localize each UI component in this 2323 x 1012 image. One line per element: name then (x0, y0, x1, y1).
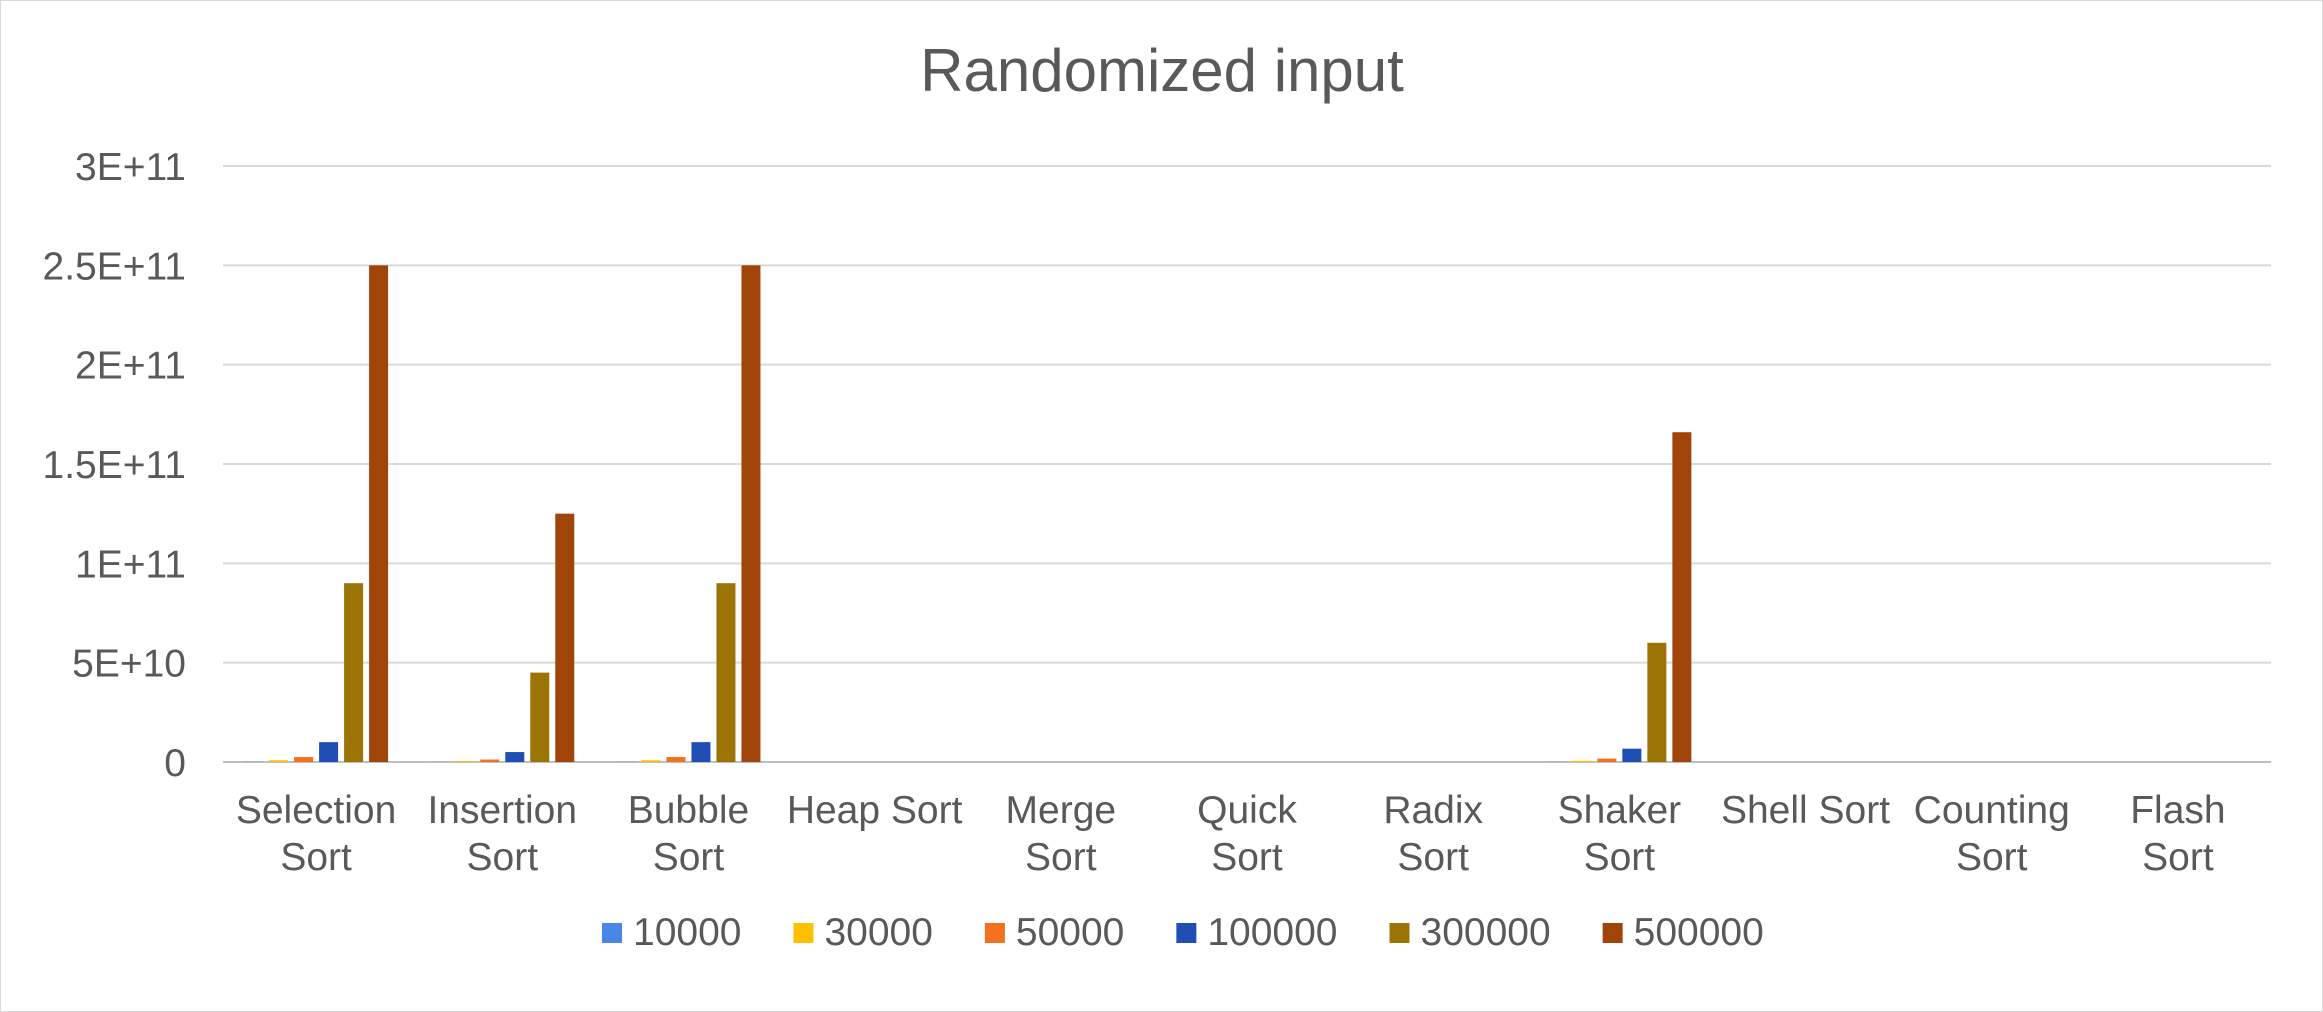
gridlines (223, 165, 2271, 763)
bar-50000-0 (294, 757, 314, 762)
y-tick-label: 1.5E+11 (43, 444, 187, 487)
bar-300000-0 (344, 583, 364, 762)
legend-label: 300000 (1421, 911, 1551, 954)
x-category-label: Heap Sort (787, 789, 963, 832)
legend-label: 50000 (1016, 911, 1124, 954)
x-category-label: Quick (1197, 789, 1297, 832)
x-category-label: Insertion (427, 789, 577, 832)
legend-swatch (1389, 923, 1410, 943)
legend-swatch (1176, 923, 1197, 943)
y-tick-label: 5E+10 (72, 643, 186, 686)
x-category-label: Shaker (1558, 789, 1682, 832)
legend-label: 10000 (633, 911, 741, 954)
x-category-label: Bubble (628, 789, 749, 832)
x-category-label: Sort (1211, 836, 1283, 879)
bar-50000-1 (480, 759, 500, 762)
x-axis-category-labels: SelectionSortInsertionSortBubbleSortHeap… (236, 789, 2226, 879)
bar-30000-0 (269, 760, 289, 762)
y-axis-tick-labels: 0 5E+10 1E+11 1.5E+11 2E+11 2.5E+11 3E+11 (43, 146, 187, 785)
chart-title: Randomized input (920, 37, 1404, 104)
bar-50000-7 (1597, 758, 1617, 762)
x-category-label: Counting (1914, 789, 2070, 832)
legend: 10000 30000 50000 100000 300000 500000 (602, 911, 1764, 954)
legend-swatch (1602, 923, 1623, 943)
y-tick-label: 3E+11 (75, 146, 186, 189)
legend-swatch (984, 923, 1005, 943)
legend-label: 100000 (1207, 911, 1337, 954)
bar-300000-2 (716, 583, 736, 762)
legend-swatch (793, 923, 814, 943)
bar-30000-1 (455, 761, 475, 762)
y-tick-label: 1E+11 (75, 543, 186, 586)
x-category-label: Sort (280, 836, 352, 879)
bar-30000-7 (1572, 760, 1592, 762)
bar-300000-1 (530, 672, 550, 762)
y-tick-label: 2E+11 (75, 345, 186, 388)
x-category-label: Sort (1025, 836, 1097, 879)
x-category-label: Sort (467, 836, 539, 879)
x-category-label: Sort (2142, 836, 2214, 879)
x-category-label: Merge (1006, 789, 1117, 832)
x-category-label: Sort (1584, 836, 1656, 879)
bar-100000-0 (319, 742, 339, 762)
bar-30000-2 (641, 760, 661, 762)
legend-swatch (602, 923, 622, 943)
bars (244, 265, 1692, 762)
x-category-label: Selection (236, 789, 396, 832)
legend-label: 500000 (1634, 911, 1764, 954)
bar-50000-2 (666, 757, 686, 762)
bar-100000-7 (1622, 748, 1642, 762)
x-category-label: Sort (653, 836, 725, 879)
bar-500000-2 (741, 265, 761, 762)
bar-100000-1 (505, 752, 525, 762)
x-category-label: Sort (1956, 836, 2028, 879)
x-category-label: Sort (1397, 836, 1469, 879)
y-tick-label: 2.5E+11 (43, 245, 187, 288)
x-category-label: Flash (2130, 789, 2225, 832)
bar-100000-2 (691, 742, 711, 762)
bar-300000-7 (1647, 642, 1667, 762)
legend-label: 30000 (824, 911, 932, 954)
bar-500000-1 (555, 513, 575, 762)
x-category-label: Shell Sort (1721, 789, 1890, 832)
bar-500000-7 (1672, 432, 1692, 762)
bar-500000-0 (369, 265, 389, 762)
x-category-label: Radix (1383, 789, 1483, 832)
y-tick-label: 0 (164, 742, 186, 785)
